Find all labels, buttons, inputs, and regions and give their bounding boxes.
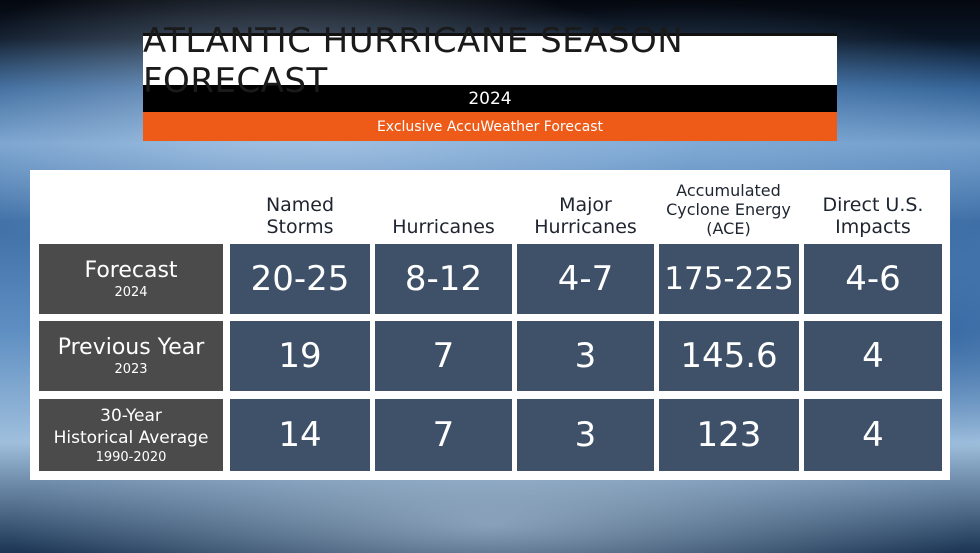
header-named-storms: Named Storms — [265, 194, 335, 238]
header-ace: Accumulated Cyclone Energy (ACE) — [666, 181, 791, 238]
page-title: ATLANTIC HURRICANE SEASON FORECAST — [143, 21, 837, 101]
table-cell: 14 — [230, 399, 370, 471]
table-cell: 4-7 — [517, 244, 654, 314]
table-cell: 3 — [517, 321, 654, 391]
forecast-table: Named Storms Hurricanes Major Hurricanes A… — [30, 170, 950, 480]
header-major-hurricanes: Major Hurricanes — [534, 194, 637, 238]
table-cell: 4-6 — [804, 244, 942, 314]
header-hurricanes: Hurricanes — [392, 216, 495, 238]
table-cell: 4 — [804, 321, 942, 391]
table-cell: 123 — [659, 399, 799, 471]
banner-year: 2024 — [143, 85, 837, 112]
row-label-previous-year: Previous Year 2023 — [39, 321, 223, 391]
title-banner: ATLANTIC HURRICANE SEASON FORECAST 2024 … — [143, 21, 837, 141]
table-cell: 19 — [230, 321, 370, 391]
table-cell: 3 — [517, 399, 654, 471]
row-label-historical-average: 30-Year Historical Average 1990-2020 — [39, 399, 223, 471]
table-cell: 7 — [375, 399, 512, 471]
table-cell: 20-25 — [230, 244, 370, 314]
table-cell: 145.6 — [659, 321, 799, 391]
header-direct-us-impacts: Direct U.S. Impacts — [822, 194, 924, 238]
table-cell: 8-12 — [375, 244, 512, 314]
table-cell: 175-225 — [659, 244, 799, 314]
table-cell: 7 — [375, 321, 512, 391]
table-cell: 4 — [804, 399, 942, 471]
banner-subtitle: Exclusive AccuWeather Forecast — [143, 112, 837, 141]
row-label-forecast: Forecast 2024 — [39, 244, 223, 314]
